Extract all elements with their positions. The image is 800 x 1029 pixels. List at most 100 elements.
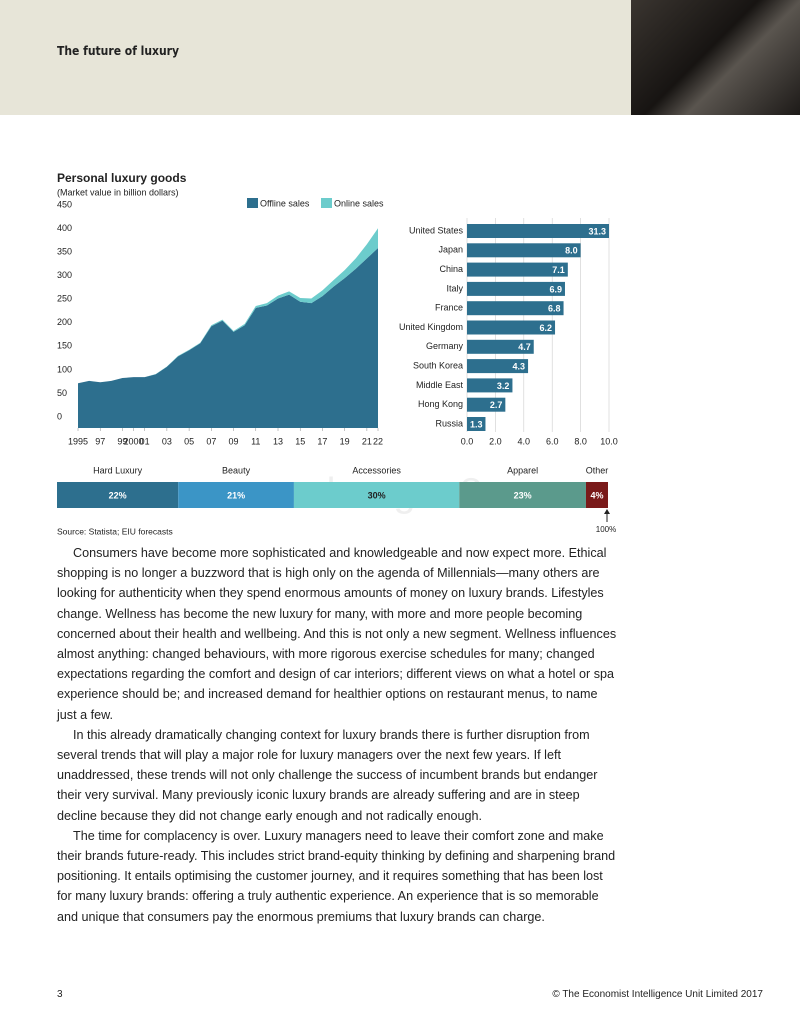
category-label: France: [435, 303, 463, 313]
x-tick-label: 13: [273, 436, 283, 446]
category-label: South Korea: [413, 360, 463, 370]
bar: [467, 301, 564, 316]
x-tick-label: 21: [362, 436, 372, 446]
value-label: 6.8: [548, 304, 561, 314]
x-tick-label: 1995: [68, 436, 88, 446]
bar: [467, 397, 506, 412]
category-label: Beauty: [222, 465, 251, 475]
category-label: United States: [409, 225, 464, 235]
category-label: Hard Luxury: [93, 465, 143, 475]
value-label: 7.1: [552, 265, 565, 275]
y-tick-label: 450: [57, 199, 72, 209]
segment-label: 21%: [227, 490, 245, 500]
value-label: 8.0: [565, 246, 578, 256]
bar: [467, 378, 513, 393]
segment: [459, 482, 586, 508]
value-label: 6.9: [549, 284, 562, 294]
y-tick-label: 250: [57, 294, 72, 304]
segment: [57, 482, 179, 508]
bar: [467, 320, 556, 335]
value-label: 6.2: [540, 323, 553, 333]
category-label: China: [439, 264, 463, 274]
bar: [467, 262, 568, 277]
value-label: 3.2: [497, 381, 510, 391]
category-label: Hong Kong: [418, 399, 463, 409]
x-tick-label: 10.0: [600, 436, 618, 446]
segment: [178, 482, 294, 508]
category-label: Middle East: [416, 380, 464, 390]
x-tick-label: 11: [251, 436, 260, 446]
x-tick-label: 8.0: [574, 436, 587, 446]
value-label: 4.3: [513, 361, 526, 371]
category-label: Italy: [446, 283, 463, 293]
category-label: United Kingdom: [399, 322, 463, 332]
category-label: Germany: [426, 341, 464, 351]
segment-label: 4%: [590, 490, 603, 500]
category-label: Japan: [438, 245, 463, 255]
x-tick-label: 09: [229, 436, 239, 446]
y-tick-label: 400: [57, 223, 72, 233]
legend-label: Online sales: [334, 198, 384, 208]
y-tick-label: 0: [57, 411, 62, 421]
bar: [467, 417, 486, 431]
category-label: Accessories: [352, 465, 401, 475]
segment: [293, 482, 460, 508]
y-tick-label: 350: [57, 246, 72, 256]
legend-label: Offline sales: [260, 198, 310, 208]
bar: [467, 243, 581, 258]
category-label: Other: [586, 465, 609, 475]
bar: [467, 359, 529, 374]
segment-label: 22%: [109, 490, 127, 500]
x-tick-label: 0.0: [461, 436, 474, 446]
value-label: 4.7: [518, 342, 531, 352]
source: Source: Statista; EIU forecasts: [57, 526, 173, 536]
segment-label: 30%: [368, 490, 386, 500]
legend-swatch: [247, 198, 258, 208]
y-tick-label: 150: [57, 341, 72, 351]
y-tick-label: 200: [57, 317, 72, 327]
paragraph: In this already dramatically changing co…: [57, 727, 598, 823]
category-label: Russia: [435, 418, 463, 428]
x-tick-label: 2.0: [489, 436, 502, 446]
page-number: 3: [57, 989, 63, 1000]
x-tick-label: 15: [295, 436, 305, 446]
total-label: 100%: [596, 525, 616, 534]
x-tick-label: 6.0: [546, 436, 559, 446]
segment-label: 23%: [514, 490, 532, 500]
y-tick-label: 300: [57, 270, 72, 280]
chart-subtitle: (Market value in billion dollars): [57, 187, 179, 197]
copyright: © The Economist Intelligence Unit Limite…: [552, 989, 763, 1000]
x-tick-label: 22: [373, 436, 383, 446]
header: The future of luxury: [0, 0, 800, 115]
chart-title: Personal luxury goods: [57, 171, 187, 185]
value-label: 1.3: [470, 419, 483, 429]
bar: [467, 339, 534, 354]
y-tick-label: 100: [57, 364, 72, 374]
x-tick-label: 99: [117, 436, 127, 446]
paragraph: Consumers have become more sophisticated…: [57, 546, 617, 722]
arrow-head: [604, 509, 610, 514]
segment: [585, 482, 608, 508]
category-label: Apparel: [507, 465, 538, 475]
x-tick-label: 01: [140, 436, 150, 446]
x-tick-label: 07: [206, 436, 216, 446]
y-tick-label: 50: [57, 388, 67, 398]
x-tick-label: 17: [317, 436, 327, 446]
value-label: 31.3: [588, 226, 606, 236]
body-text: Consumers have become more sophisticated…: [57, 543, 619, 927]
paragraph: The time for complacency is over. Luxury…: [57, 828, 616, 924]
bar: [467, 224, 609, 238]
x-tick-label: 03: [162, 436, 172, 446]
area: [78, 248, 378, 428]
bar: [467, 281, 565, 296]
x-tick-label: 19: [340, 436, 350, 446]
x-tick-label: 97: [95, 436, 105, 446]
x-tick-label: 2000: [124, 436, 144, 446]
value-label: 2.7: [490, 400, 503, 410]
x-tick-label: 4.0: [518, 436, 531, 446]
x-tick-label: 05: [184, 436, 194, 446]
header-title: The future of luxury: [57, 44, 180, 58]
header-photo: [631, 0, 800, 115]
